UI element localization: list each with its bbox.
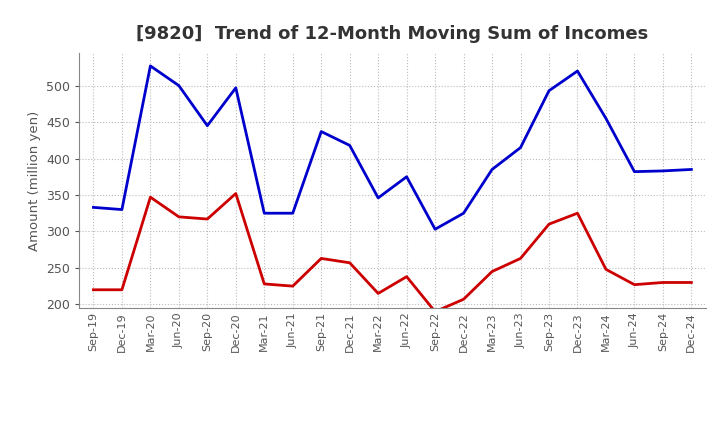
Ordinary Income (573, 68, 582, 73)
Net Income (317, 256, 325, 261)
Net Income (146, 194, 155, 200)
Ordinary Income (203, 123, 212, 128)
Ordinary Income (117, 207, 126, 212)
Net Income (659, 280, 667, 285)
Ordinary Income (630, 169, 639, 174)
Net Income (232, 191, 240, 196)
Net Income (545, 221, 554, 227)
Net Income (402, 274, 411, 279)
Line: Net Income: Net Income (94, 194, 691, 312)
Ordinary Income (545, 88, 554, 93)
Ordinary Income (232, 85, 240, 91)
Net Income (174, 214, 183, 220)
Net Income (89, 287, 98, 293)
Ordinary Income (174, 83, 183, 88)
Ordinary Income (431, 227, 439, 232)
Net Income (459, 297, 468, 302)
Ordinary Income (289, 211, 297, 216)
Ordinary Income (374, 195, 382, 201)
Net Income (630, 282, 639, 287)
Ordinary Income (687, 167, 696, 172)
Ordinary Income (487, 167, 496, 172)
Ordinary Income (402, 174, 411, 180)
Net Income (260, 281, 269, 286)
Ordinary Income (516, 145, 525, 150)
Line: Ordinary Income: Ordinary Income (94, 66, 691, 229)
Net Income (573, 211, 582, 216)
Ordinary Income (146, 63, 155, 69)
Ordinary Income (602, 116, 611, 121)
Y-axis label: Amount (million yen): Amount (million yen) (27, 110, 40, 250)
Net Income (117, 287, 126, 293)
Net Income (687, 280, 696, 285)
Net Income (487, 269, 496, 274)
Ordinary Income (89, 205, 98, 210)
Title: [9820]  Trend of 12-Month Moving Sum of Incomes: [9820] Trend of 12-Month Moving Sum of I… (136, 25, 649, 43)
Net Income (516, 256, 525, 261)
Net Income (602, 267, 611, 272)
Net Income (346, 260, 354, 265)
Ordinary Income (260, 211, 269, 216)
Net Income (431, 309, 439, 314)
Ordinary Income (659, 168, 667, 173)
Ordinary Income (317, 129, 325, 134)
Ordinary Income (459, 211, 468, 216)
Net Income (203, 216, 212, 222)
Net Income (289, 283, 297, 289)
Ordinary Income (346, 143, 354, 148)
Net Income (374, 291, 382, 296)
